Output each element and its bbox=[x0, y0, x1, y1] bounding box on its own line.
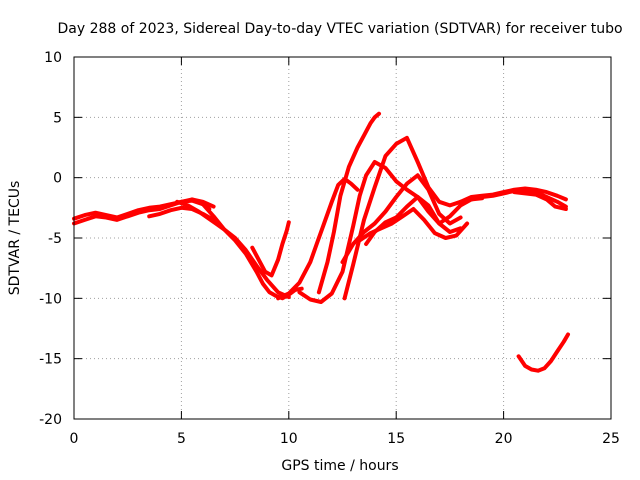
y-axis-label: SDTVAR / TECUs bbox=[7, 181, 23, 296]
axis-ticks bbox=[73, 56, 612, 420]
y-tick-label: -20 bbox=[39, 412, 62, 428]
y-tick-label: 10 bbox=[44, 50, 62, 66]
y-tick-label: -10 bbox=[39, 291, 62, 307]
x-tick-label: 25 bbox=[602, 431, 620, 447]
chart-title: Day 288 of 2023, Sidereal Day-to-day VTE… bbox=[57, 21, 622, 37]
y-tick-labels: -20 -15 -10 -5 0 5 10 bbox=[39, 50, 62, 428]
x-tick-label: 15 bbox=[387, 431, 405, 447]
y-tick-label: 0 bbox=[53, 171, 62, 187]
x-tick-label: 0 bbox=[70, 431, 79, 447]
x-tick-label: 10 bbox=[280, 431, 298, 447]
series-line-sat-d bbox=[175, 199, 304, 301]
series-line-sat-k bbox=[340, 173, 463, 265]
y-tick-label: -5 bbox=[48, 231, 62, 247]
series-line-sat-i bbox=[297, 160, 485, 304]
x-tick-labels: 0 5 10 15 20 25 bbox=[70, 431, 620, 447]
series-line-sat-m bbox=[357, 207, 470, 243]
series-layer bbox=[72, 111, 570, 373]
series-line-sat-h bbox=[316, 111, 381, 295]
x-tick-label: 20 bbox=[495, 431, 513, 447]
series-line-sat-o bbox=[480, 187, 568, 209]
grid-lines bbox=[74, 57, 611, 419]
series-line-sat-f bbox=[250, 220, 291, 278]
y-tick-label: 5 bbox=[53, 110, 62, 126]
series-line-sat-p bbox=[512, 190, 568, 211]
series-line-sat-g bbox=[276, 176, 360, 301]
series-line-sat-q bbox=[516, 332, 570, 373]
x-tick-label: 5 bbox=[177, 431, 186, 447]
y-tick-label: -15 bbox=[39, 352, 62, 368]
x-axis-label: GPS time / hours bbox=[281, 458, 398, 474]
series-line-sat-e bbox=[190, 197, 291, 300]
